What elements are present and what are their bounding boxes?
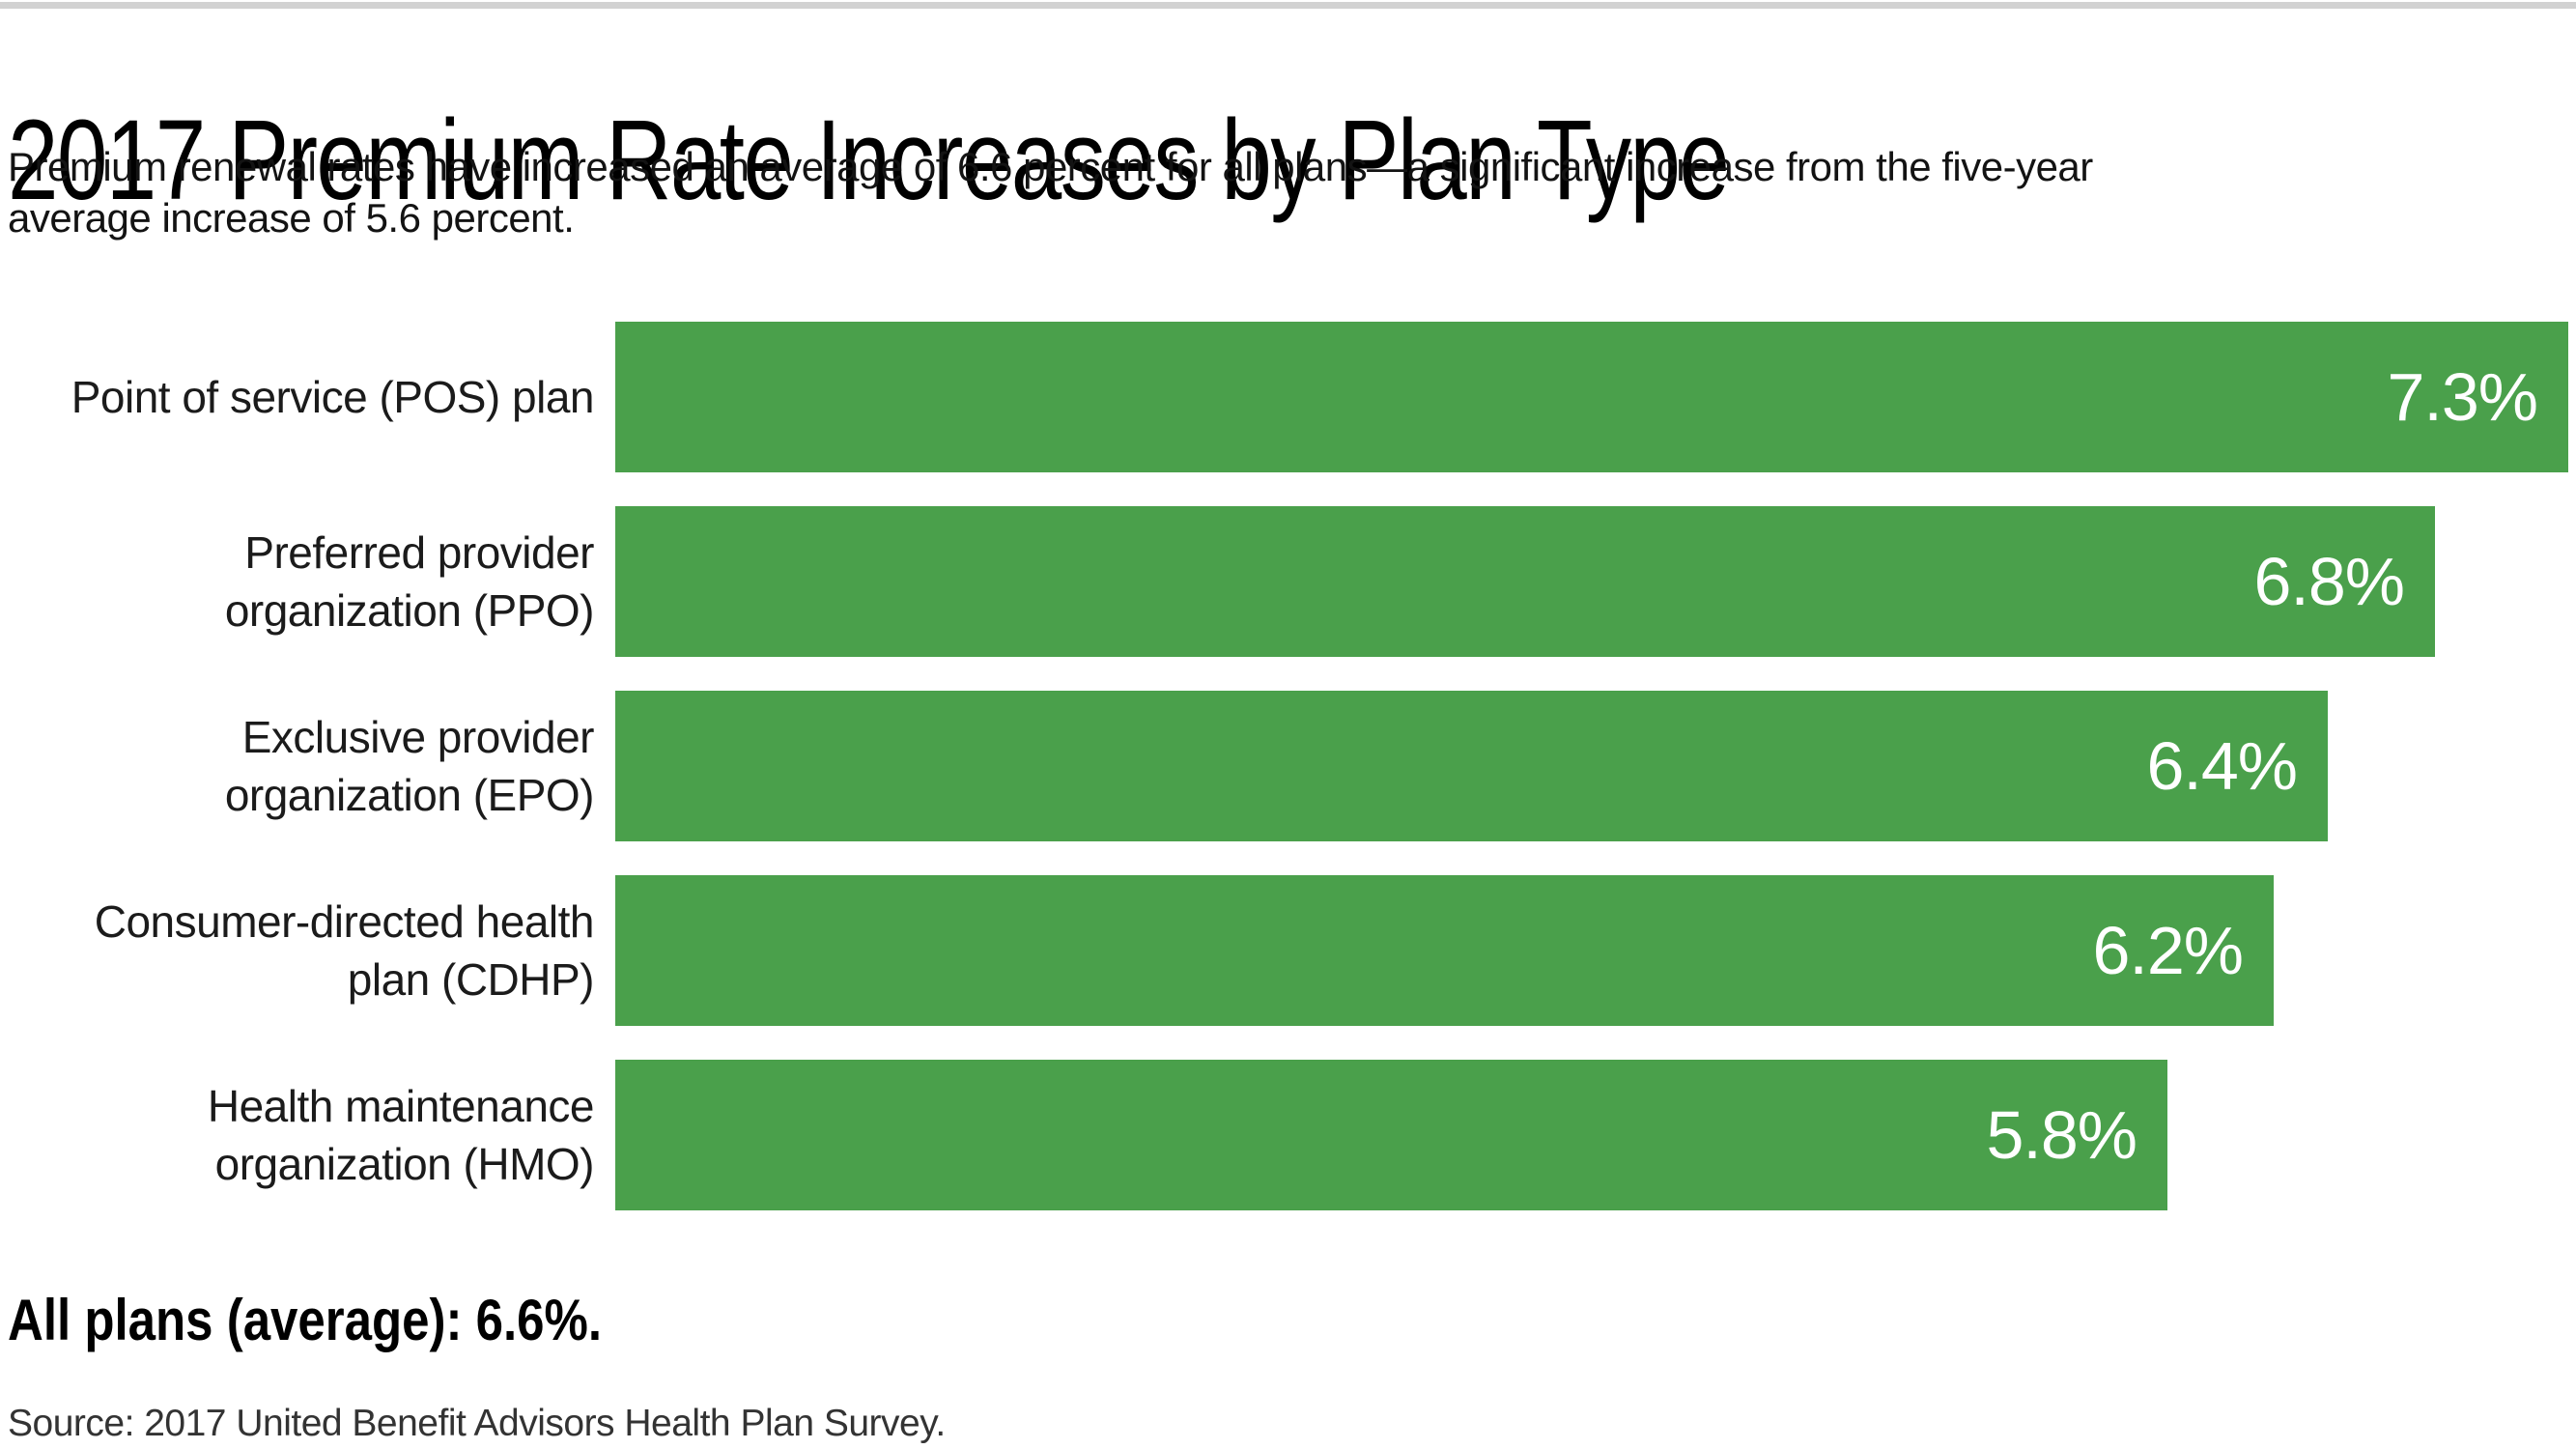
category-label-line: plan (CDHP) — [347, 954, 595, 1005]
bar-chart: Point of service (POS) plan 7.3% Preferr… — [0, 322, 2576, 1244]
category-label: Consumer-directed health plan (CDHP) — [0, 875, 595, 1026]
chart-subtitle: Premium renewal rates have increased an … — [8, 141, 2093, 243]
subtitle-line-1: Premium renewal rates have increased an … — [8, 144, 2093, 189]
category-label: Health maintenance organization (HMO) — [0, 1060, 595, 1210]
chart-row: Consumer-directed health plan (CDHP) 6.2% — [0, 875, 2576, 1026]
category-label-line: organization (PPO) — [224, 585, 595, 636]
category-label: Preferred provider organization (PPO) — [0, 506, 595, 657]
bar-value-label: 6.4% — [2146, 728, 2298, 804]
category-label-line: Point of service (POS) plan — [71, 372, 595, 422]
category-label: Point of service (POS) plan — [0, 322, 595, 472]
bar: 6.2% — [615, 875, 2274, 1026]
source-note: Source: 2017 United Benefit Advisors Hea… — [8, 1403, 946, 1444]
subtitle-line-2: average increase of 5.6 percent. — [8, 195, 575, 241]
bar-value-label: 5.8% — [1986, 1097, 2137, 1173]
category-label-line: Consumer-directed health — [94, 896, 595, 947]
category-label: Exclusive provider organization (EPO) — [0, 691, 595, 841]
chart-row: Health maintenance organization (HMO) 5.8… — [0, 1060, 2576, 1210]
bar-value-label: 7.3% — [2387, 359, 2538, 435]
category-label-line: Preferred provider — [244, 527, 594, 578]
chart-title: 2017 Premium Rate Increases by Plan Type — [8, 97, 1730, 225]
category-label-line: organization (HMO) — [214, 1139, 595, 1189]
bar: 6.8% — [615, 506, 2435, 657]
all-plans-average: All plans (average): 6.6%. — [8, 1288, 603, 1352]
top-divider-rule — [0, 2, 2576, 9]
chart-row: Exclusive provider organization (EPO) 6.4… — [0, 691, 2576, 841]
category-label-line: organization (EPO) — [224, 770, 595, 820]
bar-value-label: 6.2% — [2092, 913, 2244, 988]
bar: 7.3% — [615, 322, 2568, 472]
chart-row: Preferred provider organization (PPO) 6.8… — [0, 506, 2576, 657]
chart-row: Point of service (POS) plan 7.3% — [0, 322, 2576, 472]
bar-value-label: 6.8% — [2253, 544, 2405, 619]
bar: 5.8% — [615, 1060, 2167, 1210]
category-label-line: Exclusive provider — [241, 712, 595, 762]
category-label-line: Health maintenance — [207, 1081, 595, 1131]
bar: 6.4% — [615, 691, 2328, 841]
